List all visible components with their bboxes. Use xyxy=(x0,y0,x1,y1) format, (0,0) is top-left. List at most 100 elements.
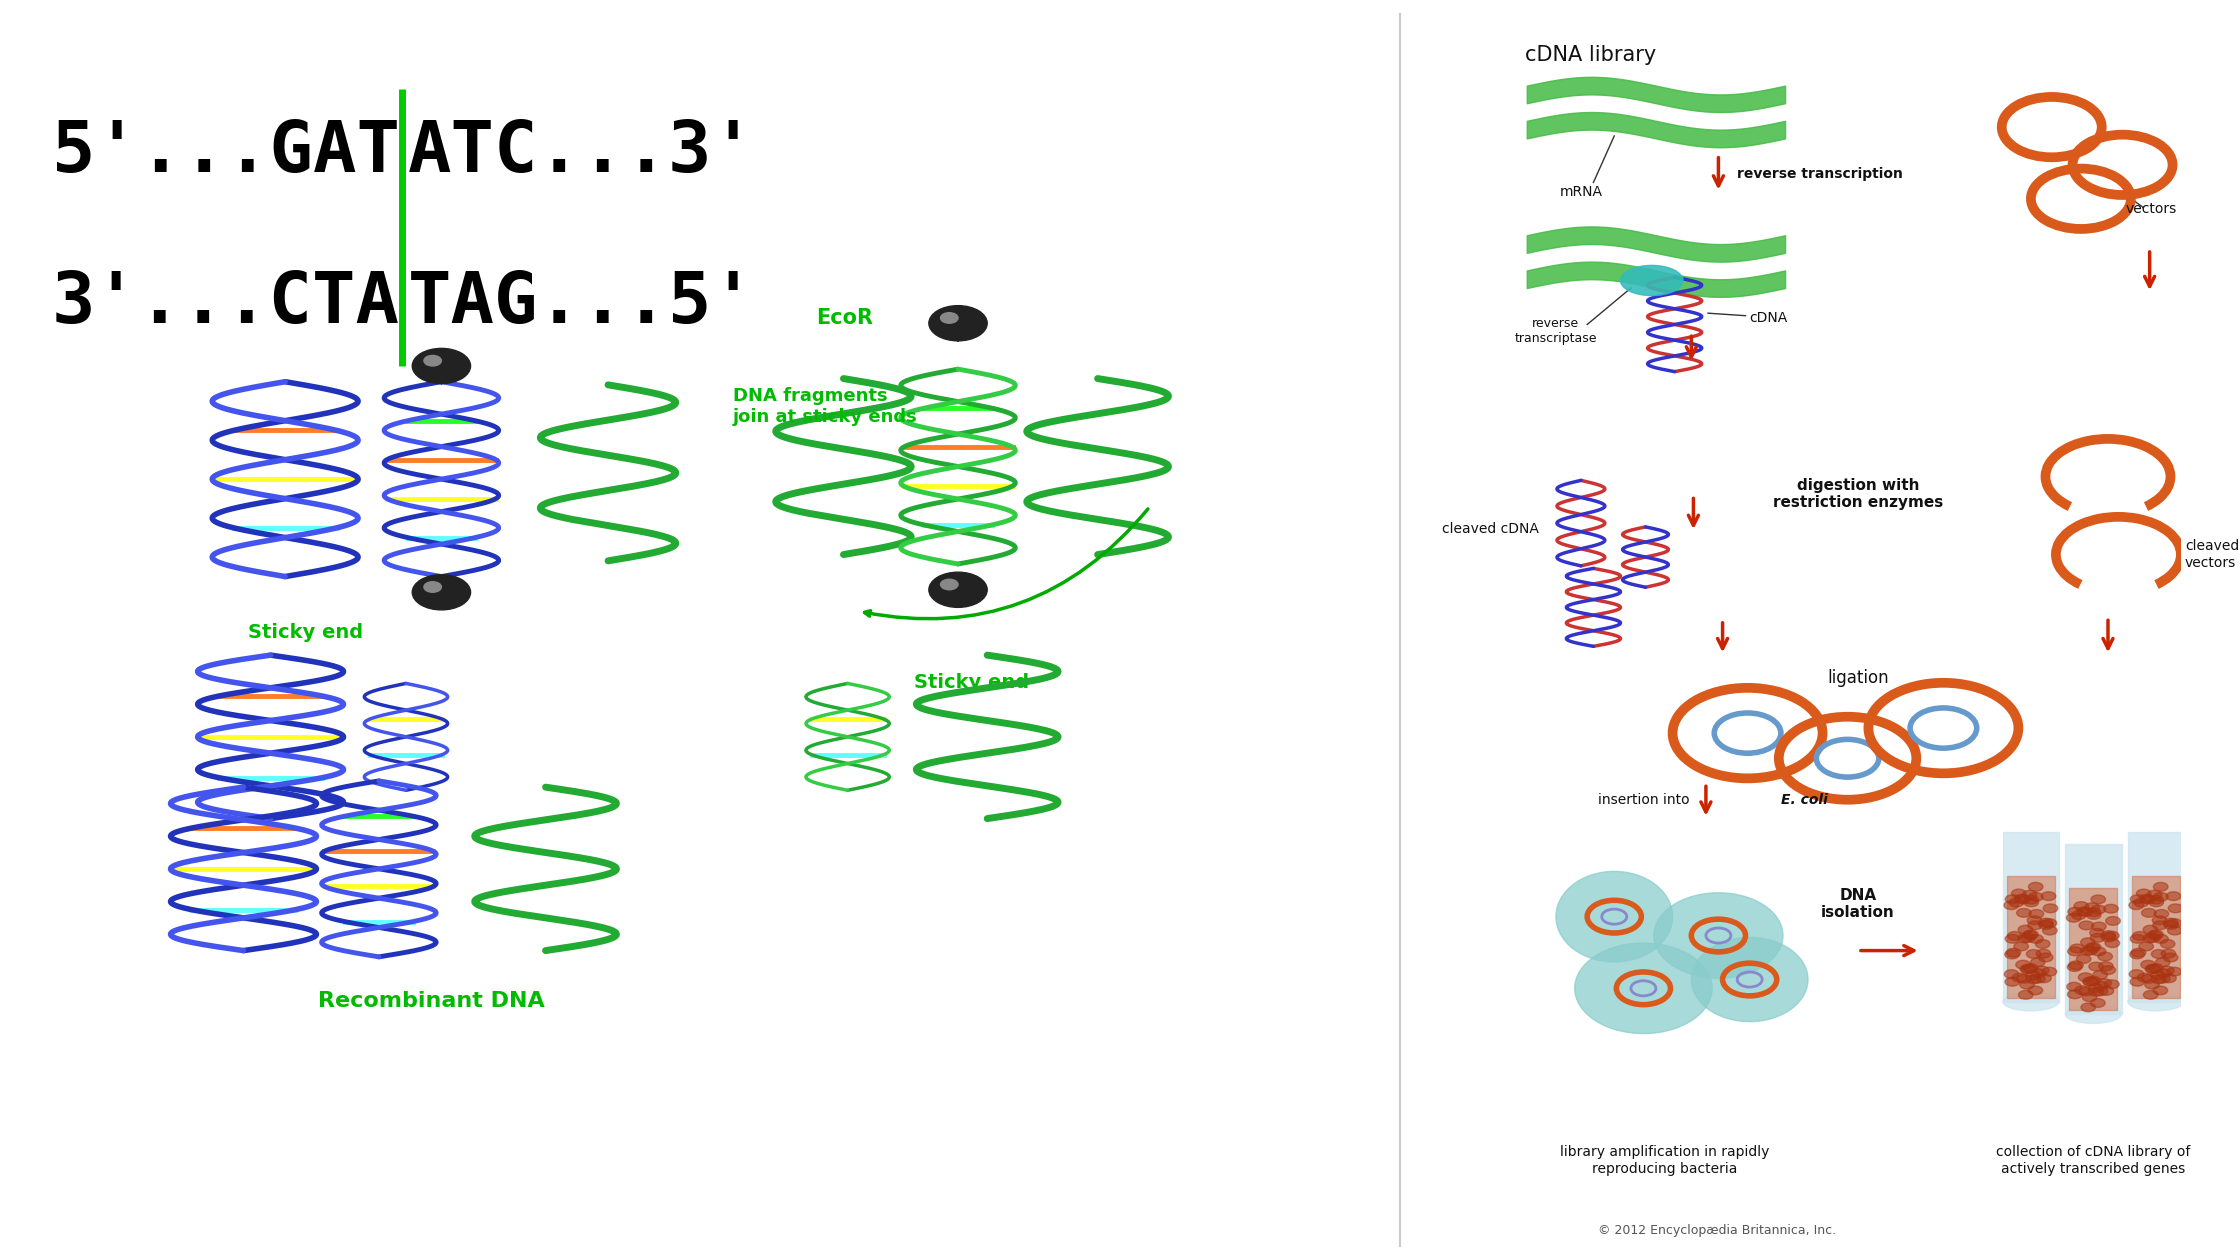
Circle shape xyxy=(2092,987,2108,995)
Circle shape xyxy=(2155,958,2171,966)
Circle shape xyxy=(2144,925,2157,934)
Circle shape xyxy=(2016,895,2029,903)
Circle shape xyxy=(2076,907,2092,916)
Circle shape xyxy=(2097,979,2112,988)
Bar xyxy=(2007,876,2054,998)
Circle shape xyxy=(2166,968,2182,977)
Text: reverse transcription: reverse transcription xyxy=(1738,166,1904,180)
Circle shape xyxy=(2139,895,2155,903)
Text: DNA
isolation: DNA isolation xyxy=(1821,888,1895,920)
Circle shape xyxy=(2162,974,2177,983)
Circle shape xyxy=(2159,940,2175,949)
Circle shape xyxy=(2090,988,2103,997)
Circle shape xyxy=(2094,982,2108,990)
Circle shape xyxy=(2099,953,2112,961)
Circle shape xyxy=(2148,964,2164,973)
Circle shape xyxy=(2130,949,2146,958)
Circle shape xyxy=(2081,946,2094,955)
Circle shape xyxy=(2101,931,2115,940)
Circle shape xyxy=(2137,890,2150,898)
Circle shape xyxy=(2005,950,2020,959)
Circle shape xyxy=(2092,922,2106,931)
Circle shape xyxy=(2025,898,2038,907)
Circle shape xyxy=(2155,974,2171,983)
Circle shape xyxy=(2034,966,2050,975)
Circle shape xyxy=(2106,931,2119,940)
Circle shape xyxy=(2083,978,2097,985)
Circle shape xyxy=(2130,935,2146,944)
Circle shape xyxy=(2014,895,2029,903)
Circle shape xyxy=(2032,974,2045,983)
Text: mRNA: mRNA xyxy=(1559,185,1602,199)
Text: ATC...3': ATC...3' xyxy=(408,117,757,186)
Circle shape xyxy=(2029,958,2045,966)
Circle shape xyxy=(2157,969,2171,978)
Circle shape xyxy=(2150,971,2166,980)
Text: DNA fragments
join at sticky ends: DNA fragments join at sticky ends xyxy=(732,387,918,426)
Circle shape xyxy=(2020,965,2036,974)
Circle shape xyxy=(2074,902,2088,911)
Ellipse shape xyxy=(1620,266,1682,296)
Circle shape xyxy=(2018,990,2034,999)
Circle shape xyxy=(2141,895,2155,903)
Circle shape xyxy=(2139,942,2153,951)
Bar xyxy=(2128,832,2184,1002)
Circle shape xyxy=(2027,975,2041,984)
Circle shape xyxy=(2092,948,2106,956)
Circle shape xyxy=(2130,978,2144,987)
Circle shape xyxy=(2036,974,2052,983)
Text: E. coli: E. coli xyxy=(1781,793,1828,806)
Circle shape xyxy=(2079,907,2092,916)
Circle shape xyxy=(2029,935,2043,944)
Circle shape xyxy=(2153,921,2168,930)
Circle shape xyxy=(2072,911,2085,920)
Circle shape xyxy=(2085,908,2101,917)
Circle shape xyxy=(2164,919,2177,927)
Circle shape xyxy=(2146,965,2162,974)
Ellipse shape xyxy=(2065,1004,2121,1023)
Circle shape xyxy=(2083,978,2099,985)
Text: insertion into: insertion into xyxy=(1597,793,1693,806)
Circle shape xyxy=(2027,950,2041,959)
Text: Sticky end: Sticky end xyxy=(249,622,363,643)
Text: cleaved cDNA: cleaved cDNA xyxy=(1443,523,1539,537)
Circle shape xyxy=(2027,921,2043,930)
Ellipse shape xyxy=(1691,937,1808,1022)
Text: vectors: vectors xyxy=(2126,202,2177,215)
Circle shape xyxy=(2043,919,2056,927)
Circle shape xyxy=(2029,892,2043,901)
Circle shape xyxy=(2005,978,2020,987)
Circle shape xyxy=(2166,892,2182,901)
Circle shape xyxy=(2005,935,2020,944)
Circle shape xyxy=(2130,970,2144,979)
Circle shape xyxy=(2130,950,2144,959)
Circle shape xyxy=(2012,973,2027,982)
Circle shape xyxy=(2106,916,2121,925)
Circle shape xyxy=(2027,916,2043,925)
Circle shape xyxy=(2103,905,2119,914)
Circle shape xyxy=(2083,993,2097,1002)
Circle shape xyxy=(2014,942,2029,951)
Circle shape xyxy=(2085,903,2099,912)
Circle shape xyxy=(2079,973,2092,982)
Circle shape xyxy=(2155,910,2168,919)
Circle shape xyxy=(2150,975,2166,984)
Circle shape xyxy=(2018,925,2032,934)
Circle shape xyxy=(2130,895,2146,903)
Text: collection of cDNA library of
actively transcribed genes: collection of cDNA library of actively t… xyxy=(1996,1145,2191,1176)
Circle shape xyxy=(412,348,470,383)
Circle shape xyxy=(2068,990,2083,999)
Circle shape xyxy=(2085,976,2101,985)
Circle shape xyxy=(930,572,988,607)
Circle shape xyxy=(2043,926,2056,935)
Circle shape xyxy=(2068,983,2081,992)
Circle shape xyxy=(2023,891,2036,900)
Circle shape xyxy=(2128,901,2144,910)
Circle shape xyxy=(2005,970,2018,979)
Ellipse shape xyxy=(1653,893,1783,978)
Circle shape xyxy=(2090,999,2106,1008)
Circle shape xyxy=(2146,965,2159,974)
Circle shape xyxy=(2106,980,2119,989)
Text: library amplification in rapidly
reproducing bacteria: library amplification in rapidly reprodu… xyxy=(1559,1145,1770,1176)
Circle shape xyxy=(2079,921,2094,930)
